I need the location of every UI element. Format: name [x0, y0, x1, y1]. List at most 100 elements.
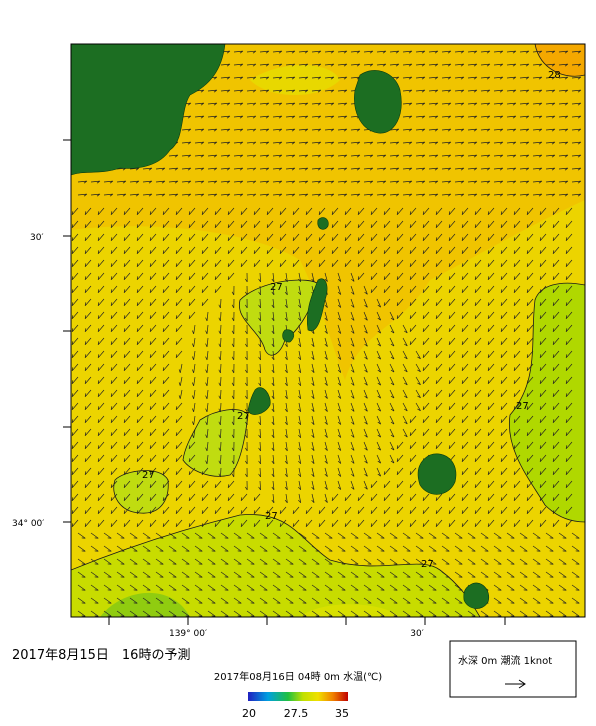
current-arrow	[461, 337, 469, 346]
current-arrow	[155, 193, 166, 197]
current-arrow	[526, 337, 534, 346]
current-arrow	[441, 154, 452, 158]
current-arrow	[123, 506, 131, 515]
current-arrow	[487, 415, 495, 424]
current-arrow	[454, 76, 465, 80]
current-arrow	[500, 350, 508, 359]
current-arrow	[207, 193, 218, 197]
current-arrow	[474, 246, 482, 255]
current-arrow	[415, 571, 424, 578]
current-arrow	[513, 519, 521, 528]
current-arrow	[558, 128, 569, 132]
current-arrow	[271, 441, 275, 452]
current-arrow	[188, 519, 196, 528]
current-arrow	[454, 597, 463, 604]
current-arrow	[480, 558, 489, 565]
current-arrow	[84, 402, 92, 411]
current-arrow	[526, 441, 534, 450]
current-arrow	[284, 285, 288, 296]
current-arrow	[422, 272, 430, 281]
current-arrow	[220, 115, 231, 119]
current-arrow	[298, 363, 302, 374]
current-arrow	[155, 167, 166, 171]
current-arrow	[519, 180, 530, 184]
current-arrow	[168, 610, 177, 617]
current-arrows	[71, 50, 582, 617]
current-arrow	[162, 519, 170, 528]
current-arrow	[311, 180, 322, 184]
current-arrow	[363, 402, 368, 412]
current-arrow	[77, 532, 86, 539]
current-arrow	[383, 298, 391, 307]
current-arrow	[337, 597, 346, 604]
current-arrow	[376, 311, 382, 321]
current-arrow	[123, 259, 131, 268]
current-arrow	[298, 415, 302, 426]
contour-label: 27	[142, 470, 155, 481]
current-arrow	[245, 415, 248, 426]
current-arrow	[506, 610, 515, 617]
current-arrow	[207, 532, 216, 539]
current-arrow	[84, 467, 92, 476]
current-arrow	[227, 493, 235, 502]
current-arrow	[116, 584, 125, 591]
current-arrow	[493, 180, 504, 184]
current-arrow	[370, 506, 378, 515]
current-arrow	[97, 272, 105, 281]
current-arrow	[363, 337, 368, 347]
current-arrow	[259, 571, 268, 578]
current-arrow	[461, 454, 469, 463]
current-arrow	[110, 363, 118, 372]
current-arrow	[284, 389, 288, 400]
current-arrow	[571, 154, 582, 158]
current-arrow	[181, 571, 190, 578]
current-arrow	[487, 389, 495, 398]
current-arrow	[402, 532, 411, 539]
current-arrow	[305, 220, 313, 229]
current-arrow	[103, 584, 112, 591]
current-arrow	[363, 311, 368, 321]
current-arrow	[155, 610, 164, 617]
current-arrow	[271, 415, 275, 426]
current-arrow	[376, 532, 385, 539]
current-arrow	[318, 233, 326, 242]
current-arrow	[350, 350, 355, 360]
current-arrow	[337, 428, 342, 438]
current-arrow	[532, 597, 541, 604]
contour-label: 27	[270, 282, 283, 293]
current-arrow	[162, 350, 170, 359]
current-arrow	[350, 415, 355, 425]
current-arrow	[526, 220, 534, 229]
current-arrow	[545, 545, 554, 552]
current-arrow	[493, 532, 502, 539]
current-arrow	[545, 571, 554, 578]
current-arrow	[435, 519, 443, 528]
current-arrow	[136, 402, 144, 411]
current-arrow	[253, 233, 261, 242]
current-arrow	[136, 337, 144, 346]
current-arrow	[513, 272, 521, 281]
current-arrow	[324, 128, 335, 132]
current-arrow	[311, 50, 322, 54]
current-arrow	[532, 63, 543, 67]
current-arrow	[467, 50, 478, 54]
current-arrow	[175, 337, 183, 346]
current-arrow	[214, 272, 222, 281]
colorbar-tick: 27.5	[284, 707, 309, 720]
current-arrow	[84, 428, 92, 437]
current-arrow	[532, 584, 541, 591]
current-arrow	[245, 428, 248, 439]
current-arrow	[506, 89, 517, 93]
current-arrow	[461, 246, 469, 255]
current-arrow	[344, 246, 352, 255]
current-arrow	[493, 193, 504, 197]
current-arrow	[110, 441, 118, 450]
current-arrow	[205, 389, 209, 400]
current-arrow	[415, 128, 426, 132]
current-arrow	[155, 584, 164, 591]
current-arrow	[506, 597, 515, 604]
current-arrow	[272, 532, 281, 539]
current-arrow	[337, 141, 348, 145]
current-arrow	[77, 558, 86, 565]
current-arrow	[422, 337, 430, 346]
